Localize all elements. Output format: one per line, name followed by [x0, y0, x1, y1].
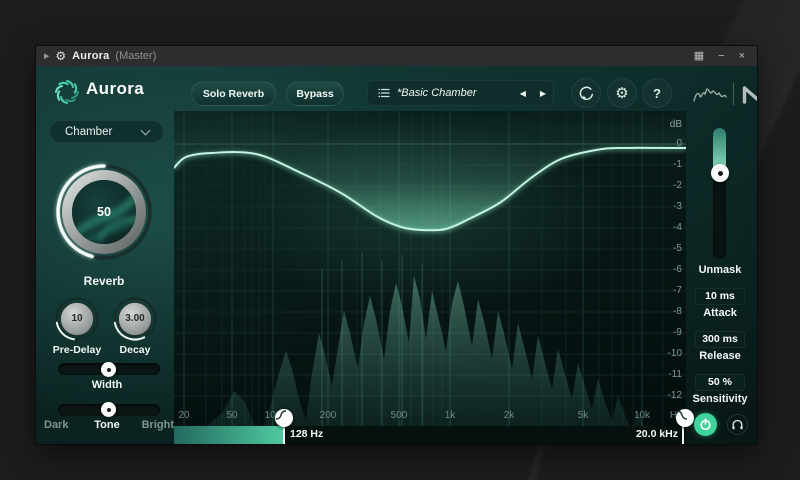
low-range-edge	[283, 426, 285, 444]
eq-curve-fill	[174, 111, 686, 231]
db-tick-label: -5	[673, 243, 682, 254]
preset-name: *Basic Chamber	[397, 87, 477, 99]
predelay-knob-value: 10	[71, 313, 83, 324]
freq-range-fill	[174, 426, 284, 444]
help-button[interactable]: ?	[642, 78, 672, 108]
window-context: (Master)	[115, 50, 157, 62]
eq-graph-svg	[174, 111, 686, 444]
logo-separator	[733, 83, 734, 105]
freq-tick-label: 20	[178, 410, 190, 421]
history-icon	[579, 86, 593, 100]
predelay-label: Pre-Delay	[52, 344, 102, 356]
power-icon	[700, 418, 711, 431]
unmask-label: Unmask	[698, 264, 742, 276]
high-range-edge	[682, 426, 684, 444]
decay-knob[interactable]	[111, 295, 159, 343]
eq-curve-line	[174, 146, 686, 232]
db-tick-label: -9	[673, 327, 682, 338]
decay-knob-value: 3.00	[125, 313, 145, 324]
freq-tick-label: 1k	[444, 410, 456, 421]
freq-tick-label: 5k	[577, 410, 589, 421]
sensitivity-value[interactable]: 50 %	[695, 374, 745, 391]
algorithm-select[interactable]: Chamber	[49, 120, 164, 143]
reverb-knob[interactable]	[44, 152, 164, 272]
attack-label: Attack	[703, 307, 737, 319]
db-tick-label: -2	[673, 180, 682, 191]
listen-button[interactable]	[727, 414, 748, 435]
disclosure-arrow-icon[interactable]: ▶	[44, 52, 50, 60]
reverb-knob-value: 50	[97, 205, 111, 219]
high-freq-value: 20.0 kHz	[635, 428, 678, 440]
db-tick-label: -11	[668, 369, 682, 380]
freq-tick-label: 100	[264, 410, 282, 421]
freq-tick-label: Hz	[659, 410, 693, 421]
predelay-knob[interactable]	[53, 295, 101, 343]
chevron-down-icon	[140, 125, 151, 135]
plugin-content: Aurora Solo Reverb Bypass *Basic Chamber…	[36, 66, 757, 444]
tone-max-label: Bright	[141, 419, 174, 431]
prev-preset-button[interactable]: ◀	[519, 88, 526, 98]
freq-tick-label: 10k	[633, 410, 651, 421]
spectrum-shape	[174, 276, 686, 444]
sensitivity-label: Sensitivity	[692, 393, 748, 405]
low-cut-handle[interactable]	[275, 409, 293, 427]
izotope-logo-icon	[693, 88, 727, 102]
logo-text: Aurora	[86, 79, 145, 98]
db-unit-label: dB	[669, 119, 682, 130]
high-cut-handle[interactable]	[676, 409, 694, 427]
db-tick-label: -3	[673, 201, 682, 212]
db-tick-label: -4	[673, 222, 682, 233]
db-tick-label: -6	[673, 264, 682, 275]
db-tick-label: -7	[673, 285, 682, 296]
algorithm-value: Chamber	[65, 125, 113, 138]
db-tick-label: -12	[667, 390, 682, 401]
next-preset-button[interactable]: ▶	[539, 88, 546, 98]
preset-selector[interactable]: *Basic Chamber ◀ ▶	[367, 80, 554, 106]
tone-slider-thumb[interactable]	[101, 402, 116, 417]
decay-label: Decay	[119, 344, 151, 356]
settings-button[interactable]: ⚙	[607, 78, 637, 108]
freq-tick-label: 2k	[503, 410, 515, 421]
gear-icon: ⚙	[615, 85, 629, 102]
width-slider-thumb[interactable]	[101, 362, 116, 377]
eq-spectrum-display[interactable]: dB 0 -1 -2 -3 -4 -5 -6 -7 -8 -9 -10 -11 -12 20 50 100 2…	[174, 111, 694, 444]
reverb-label: Reverb	[83, 274, 125, 288]
unmask-slider-fill	[713, 128, 726, 173]
freq-tick-label: 50	[226, 410, 238, 421]
db-tick-label: -1	[673, 159, 682, 170]
window-titlebar: ▶ ⚙ Aurora (Master) ▦ − ×	[36, 46, 757, 66]
gear-icon[interactable]: ⚙	[55, 49, 67, 63]
freq-tick-label: 200	[319, 410, 337, 421]
bypass-button[interactable]: Bypass	[286, 81, 344, 106]
aurora-logo-icon	[55, 80, 79, 104]
high-cut-icon	[676, 410, 688, 420]
plugin-window: ▶ ⚙ Aurora (Master) ▦ − × Aurora Solo Re…	[35, 45, 758, 445]
db-tick-label: -8	[673, 306, 682, 317]
db-tick-label: -10	[667, 348, 682, 359]
db-tick-label: 0	[676, 138, 682, 149]
close-button[interactable]: ×	[738, 49, 745, 62]
help-icon: ?	[653, 85, 661, 101]
headphones-icon	[732, 419, 743, 430]
tone-min-label: Dark	[44, 419, 69, 431]
unmask-slider-handle[interactable]	[711, 164, 729, 182]
preset-menu-icon	[378, 88, 390, 98]
low-freq-value: 128 Hz	[290, 428, 324, 440]
ni-logo-icon	[742, 86, 757, 104]
tone-label: Tone	[94, 419, 120, 431]
attack-value[interactable]: 10 ms	[695, 288, 745, 305]
window-title: Aurora	[72, 50, 110, 62]
keyboard-icon[interactable]: ▦	[693, 49, 705, 62]
width-label: Width	[91, 379, 123, 391]
release-label: Release	[699, 350, 741, 362]
freq-tick-label: 500	[390, 410, 408, 421]
unmask-power-button[interactable]	[694, 413, 717, 436]
release-value[interactable]: 300 ms	[695, 331, 745, 348]
solo-reverb-button[interactable]: Solo Reverb	[191, 81, 276, 106]
minimize-button[interactable]: −	[718, 49, 725, 62]
history-button[interactable]	[571, 78, 601, 108]
low-cut-icon	[275, 410, 287, 420]
freq-range-bar[interactable]: 128 Hz 20.0 kHz	[174, 426, 686, 444]
